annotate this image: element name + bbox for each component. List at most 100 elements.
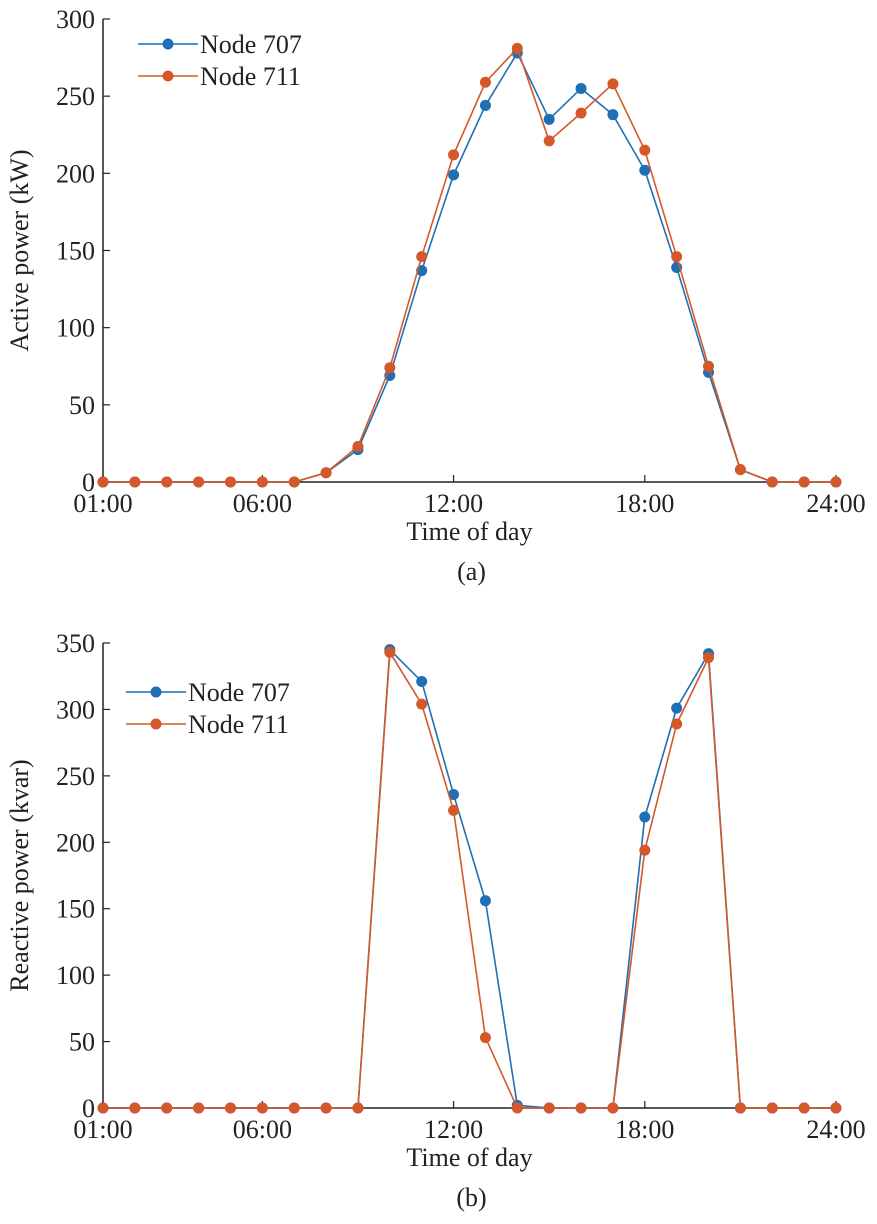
data-point [703, 360, 715, 372]
data-point [639, 164, 651, 176]
x-tick-label: 12:00 [424, 489, 483, 518]
series-node-711 [97, 42, 842, 488]
data-point [448, 169, 460, 181]
data-point [448, 804, 460, 816]
y-tick-label: 0 [82, 1094, 95, 1123]
y-tick-label: 250 [56, 762, 95, 791]
data-point [288, 1102, 300, 1114]
data-point [384, 362, 396, 374]
data-point [734, 464, 746, 476]
data-point [479, 76, 491, 88]
y-axis-label: Reactive power (kvar) [5, 759, 34, 991]
y-tick-label: 150 [56, 895, 95, 924]
legend-marker [150, 718, 162, 730]
panel-label: (b) [456, 1183, 486, 1212]
y-tick-label: 50 [69, 1028, 95, 1057]
data-point [703, 652, 715, 664]
data-point [543, 1102, 555, 1114]
y-tick-label: 250 [56, 82, 95, 111]
series-node-707 [97, 47, 842, 488]
data-point [639, 844, 651, 856]
y-axis-label: Active power (kW) [5, 149, 34, 351]
x-axis-label: Time of day [406, 517, 532, 546]
data-point [639, 144, 651, 156]
x-tick-label: 01:00 [73, 1115, 132, 1144]
legend-marker [150, 686, 162, 698]
data-point [798, 476, 810, 488]
data-point [575, 82, 587, 94]
data-point [575, 107, 587, 119]
data-point [798, 1102, 810, 1114]
legend-label: Node 707 [200, 30, 302, 59]
data-point [256, 476, 268, 488]
data-point [639, 811, 651, 823]
data-point [193, 1102, 205, 1114]
data-point [448, 788, 460, 800]
data-point [607, 1102, 619, 1114]
data-point [671, 702, 683, 714]
data-point [129, 476, 141, 488]
legend-marker [162, 70, 174, 82]
data-point [511, 42, 523, 54]
panel-label: (a) [457, 557, 486, 586]
y-tick-label: 300 [56, 5, 95, 34]
data-point [607, 109, 619, 121]
x-tick-label: 24:00 [806, 489, 865, 518]
data-point [830, 476, 842, 488]
data-point [416, 676, 428, 688]
y-tick-label: 100 [56, 961, 95, 990]
data-point [479, 99, 491, 111]
data-point [543, 135, 555, 147]
legend-label: Node 707 [188, 678, 290, 707]
legend-label: Node 711 [188, 710, 289, 739]
data-point [543, 113, 555, 125]
x-tick-label: 24:00 [806, 1115, 865, 1144]
data-point [161, 1102, 173, 1114]
data-point [416, 698, 428, 710]
x-tick-label: 18:00 [615, 1115, 674, 1144]
data-point [575, 1102, 587, 1114]
x-tick-label: 18:00 [615, 489, 674, 518]
data-point [766, 1102, 778, 1114]
data-point [320, 1102, 332, 1114]
series-node-711 [97, 646, 842, 1114]
x-tick-label: 12:00 [424, 1115, 483, 1144]
legend-label: Node 711 [200, 62, 301, 91]
legend-marker [162, 38, 174, 50]
y-tick-label: 50 [69, 391, 95, 420]
chart-panel-b: 0 50 100 150 200 250 300 350 01:00 06:00 12:00 18:0… [5, 629, 866, 1212]
y-tick-label: 300 [56, 695, 95, 724]
data-point [671, 718, 683, 730]
data-point [830, 1102, 842, 1114]
data-point [352, 441, 364, 453]
y-tick-label: 100 [56, 314, 95, 343]
data-point [320, 467, 332, 479]
data-point [193, 476, 205, 488]
y-tick-label: 150 [56, 237, 95, 266]
data-point [97, 1102, 109, 1114]
data-point [256, 1102, 268, 1114]
data-point [288, 476, 300, 488]
x-tick-label: 06:00 [233, 1115, 292, 1144]
data-point [224, 1102, 236, 1114]
data-point [352, 1102, 364, 1114]
data-point [479, 895, 491, 907]
data-point [479, 1032, 491, 1044]
x-tick-label: 01:00 [73, 489, 132, 518]
y-tick-label: 350 [56, 629, 95, 658]
data-point [448, 149, 460, 161]
data-point [129, 1102, 141, 1114]
data-point [97, 476, 109, 488]
data-point [511, 1102, 523, 1114]
data-point [161, 476, 173, 488]
data-point [224, 476, 236, 488]
y-tick-label: 200 [56, 159, 95, 188]
data-point [416, 251, 428, 263]
series-line [103, 46, 836, 483]
data-point [734, 1102, 746, 1114]
data-point [384, 646, 396, 658]
x-tick-label: 06:00 [233, 489, 292, 518]
data-point [766, 476, 778, 488]
data-point [671, 251, 683, 263]
